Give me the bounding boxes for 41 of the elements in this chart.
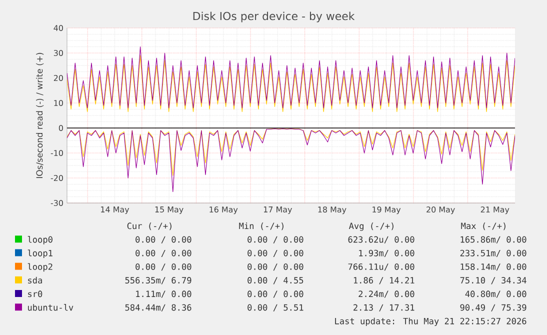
- text: 1.93m/ 0.00: [359, 250, 414, 257]
- y-axis-title: IOs/second read (-) / write (+): [36, 52, 44, 178]
- line-series: [67, 128, 516, 176]
- text: 0.00 / 0.00: [248, 236, 304, 244]
- text: 1.86 / 14.21: [354, 277, 414, 284]
- text: 165.86m/ 0.00: [460, 236, 526, 244]
- text: 584.44m/ 8.36: [125, 304, 192, 312]
- text: 0.00 / 0.00: [136, 263, 192, 271]
- text: 1.11m/ 0.00: [136, 290, 192, 298]
- text: 2.24m/ 0.00: [358, 290, 414, 298]
- line-series: [67, 55, 516, 112]
- text: Min (-/+): [239, 222, 284, 230]
- text: 766.11u/ 0.00: [348, 263, 414, 271]
- text: 0.00 / 0.00: [136, 236, 192, 244]
- text: 40.80m/ 0.00: [465, 290, 526, 298]
- text: Max (-/+): [461, 222, 506, 230]
- legend-label: loop0: [28, 236, 52, 244]
- legend-label: sr0: [28, 290, 42, 298]
- text: 0.00 / 4.55: [248, 277, 304, 284]
- text: 0.00 / 0.00: [248, 250, 304, 257]
- text: 0.00 / 0.00: [248, 263, 304, 271]
- text: 0.00 / 0.00: [136, 250, 192, 257]
- text: 0.00 / 5.51: [248, 304, 304, 312]
- legend-label: sda: [28, 276, 42, 284]
- text: 75.10 / 34.34: [460, 277, 526, 284]
- line-series: [67, 128, 516, 192]
- text: 158.14m/ 0.00: [460, 263, 526, 271]
- text: 2.13 / 17.31: [354, 304, 414, 312]
- chart-title: Disk IOs per device - by week: [193, 12, 355, 22]
- text: Avg (-/+): [348, 222, 394, 231]
- text: 90.49 / 75.39: [460, 304, 526, 312]
- text: 623.62u/ 0.00: [348, 236, 414, 244]
- text: 556.35m/ 6.79: [125, 277, 192, 284]
- legend-label: ubuntu-lv: [28, 304, 74, 311]
- line-series: [67, 46, 516, 108]
- legend-label: loop2: [28, 263, 52, 272]
- text: Cur (-/+): [127, 222, 172, 230]
- text: 0.00 / 0.00: [248, 290, 304, 298]
- text: 233.51m/ 0.00: [460, 250, 526, 257]
- legend-label: loop1: [28, 250, 52, 258]
- text: Last update: Thu May 21 22:15:27 2026: [335, 318, 526, 326]
